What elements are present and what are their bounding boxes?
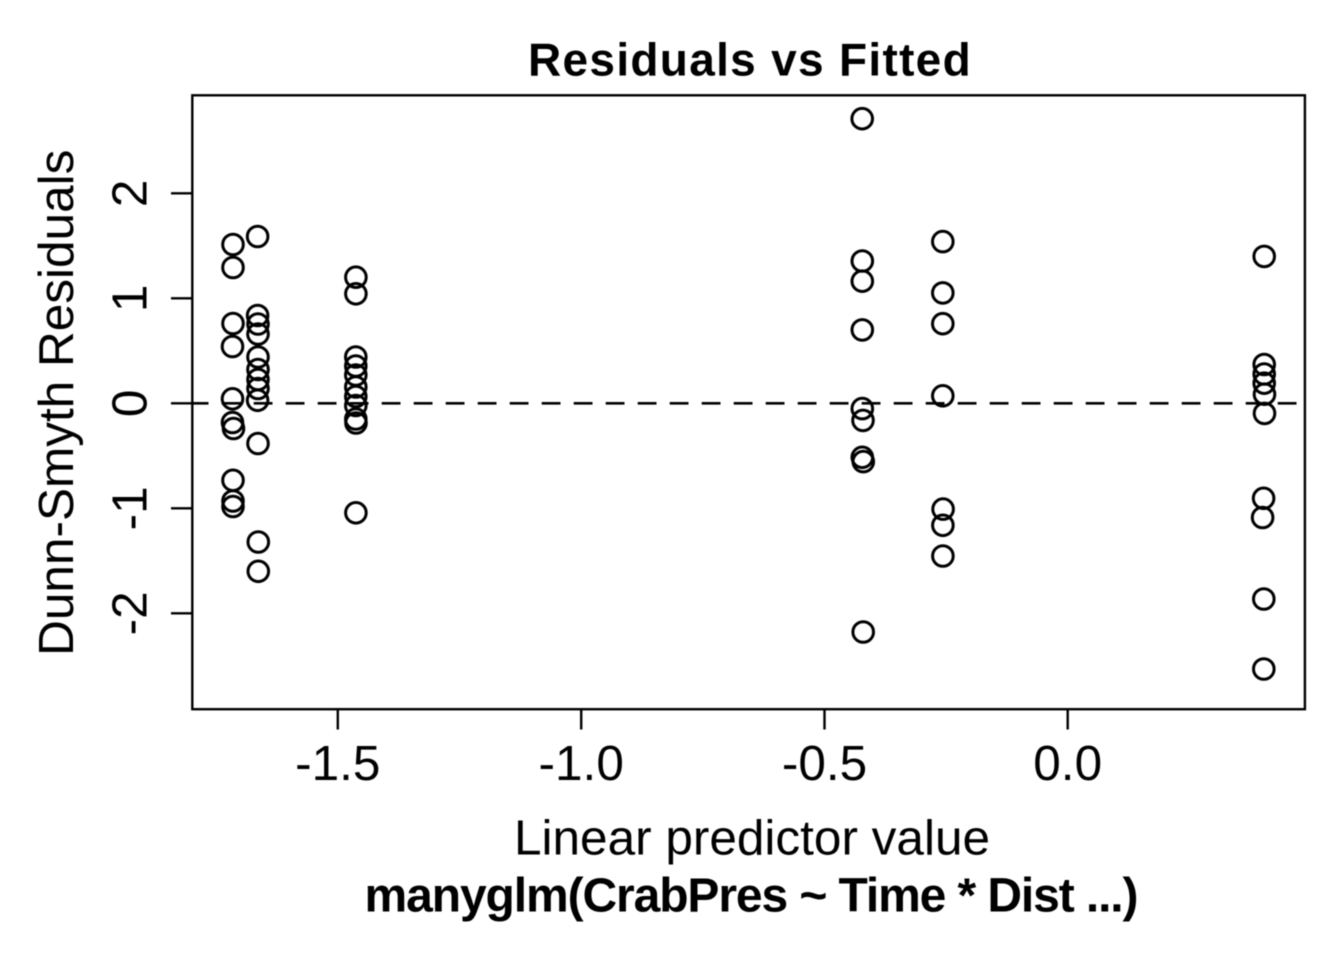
svg-text:-0.5: -0.5	[782, 736, 867, 791]
svg-text:Dunn-Smyth Residuals: Dunn-Smyth Residuals	[29, 150, 84, 656]
svg-text:-2: -2	[103, 591, 158, 635]
svg-text:0.0: 0.0	[1033, 736, 1102, 791]
svg-text:0: 0	[103, 390, 158, 418]
svg-text:Residuals vs Fitted: Residuals vs Fitted	[528, 33, 972, 85]
svg-text:-1: -1	[103, 486, 158, 530]
svg-text:manyglm(CrabPres ~ Time * Dist: manyglm(CrabPres ~ Time * Dist ...)	[365, 870, 1138, 923]
svg-text:1: 1	[103, 285, 158, 313]
svg-text:Linear predictor value: Linear predictor value	[514, 811, 990, 866]
svg-text:2: 2	[103, 180, 158, 208]
svg-text:-1.0: -1.0	[539, 736, 624, 791]
svg-text:-1.5: -1.5	[295, 736, 380, 791]
